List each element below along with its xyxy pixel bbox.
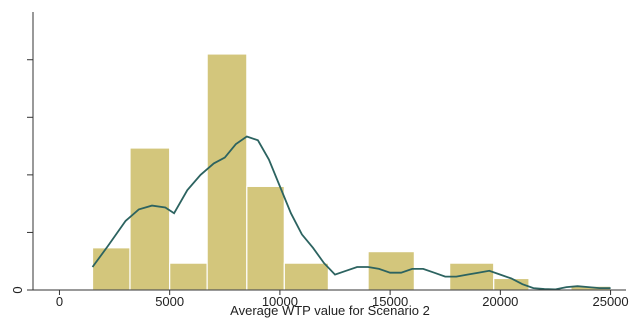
x-tick-label-2: 10000 <box>262 294 298 309</box>
y-tick-label-0: 0 <box>10 286 25 293</box>
density-curve-layer <box>91 135 611 291</box>
histogram-bar-1 <box>91 247 131 291</box>
x-tick-label-3: 15000 <box>372 294 408 309</box>
x-tick-label-1: 5000 <box>155 294 184 309</box>
axes <box>32 12 626 291</box>
x-tick-label-0: 0 <box>56 294 63 309</box>
x-tick-label-4: 20000 <box>482 294 518 309</box>
y-axis-ticks: 0 <box>10 59 33 294</box>
histogram-bar-5 <box>246 185 285 291</box>
histogram-bar-2 <box>129 147 171 291</box>
histogram-bar-4 <box>206 53 248 291</box>
histogram-bar-6 <box>283 262 329 291</box>
histogram-bars <box>91 53 612 291</box>
x-axis-title: Average WTP value for Scenario 2 <box>230 303 430 318</box>
x-tick-label-5: 25000 <box>592 294 628 309</box>
histogram-bar-3 <box>169 262 208 291</box>
density-curve <box>91 135 611 291</box>
x-axis-ticks: 0 5000 10000 15000 20000 25000 <box>56 290 629 309</box>
